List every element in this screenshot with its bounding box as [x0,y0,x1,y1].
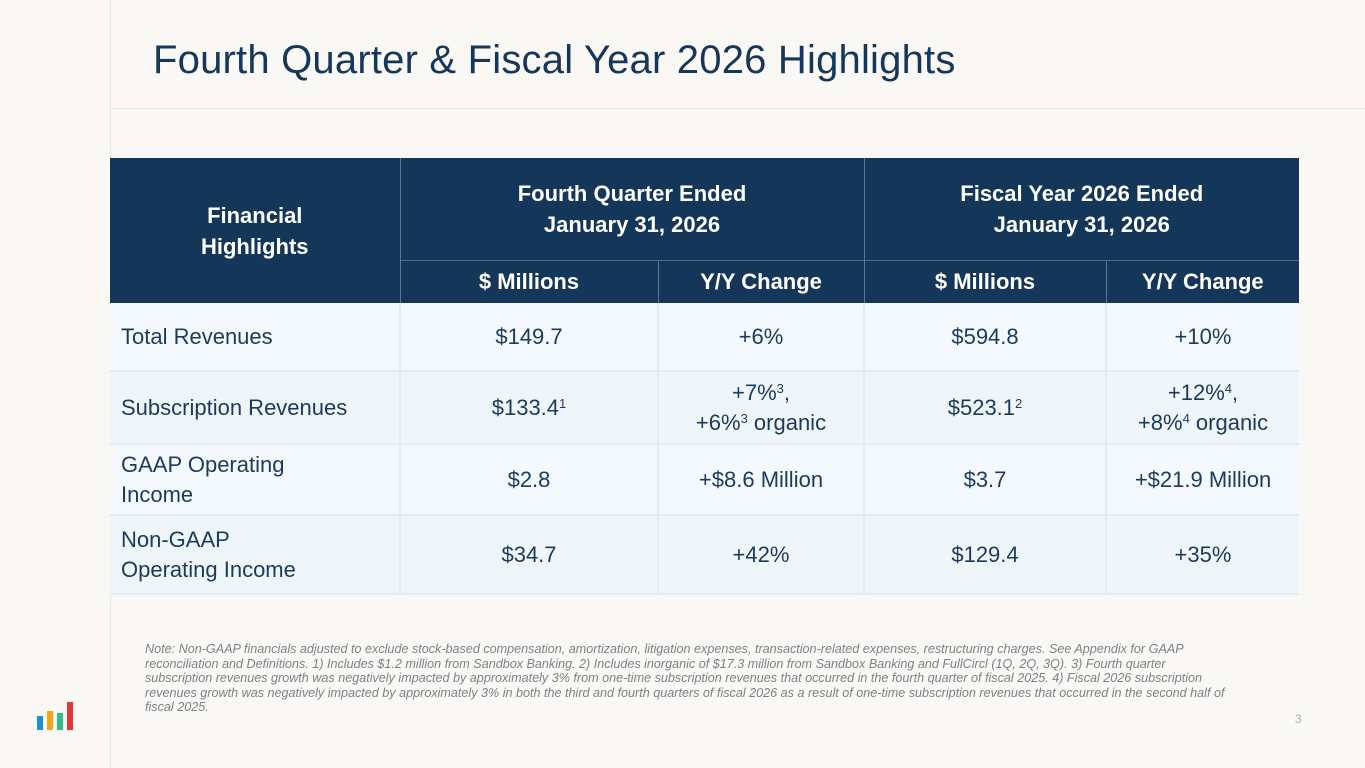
fourth-quarter-header-line1: Fourth Quarter Ended [517,181,747,206]
cell-q-change: +7%3, +6%3 organic [657,371,864,445]
sub-header-q-millions: $ Millions [399,260,658,303]
cell-q-change: +6% [657,303,864,372]
cell-fy-value: $523.12 [863,371,1106,445]
footnote-ref: 2 [1015,395,1023,411]
cell-fy-change: +35% [1105,515,1299,595]
fourth-quarter-header-line2: January 31, 2026 [543,212,721,237]
sub-header-fy-millions: $ Millions [863,260,1106,303]
fiscal-year-header: Fiscal Year 2026 Ended January 31, 2026 [863,158,1299,261]
logo-bar-red [67,702,73,730]
header-row: Financial Highlights Fourth Quarter Ende… [110,158,1299,303]
cell-fy-value: $129.4 [863,515,1106,595]
cell-fy-value: $594.8 [863,303,1106,372]
cell-q-value: $149.7 [399,303,658,372]
table-row: GAAP Operating Income $2.8 +$8.6 Million… [110,444,1299,516]
page-number: 3 [1295,712,1302,726]
corner-header: Financial Highlights [110,158,400,303]
footnote-ref: 4 [1224,380,1232,396]
sub-header-fy-change: Y/Y Change [1105,260,1299,303]
sub-header-q-change: Y/Y Change [657,260,864,303]
row-label-gaap-operating-income: GAAP Operating Income [110,444,400,516]
cell-q-value: $2.8 [399,444,658,516]
footnote-ref: 1 [559,395,567,411]
financial-highlights-table: Financial Highlights Fourth Quarter Ende… [110,158,1299,595]
table-row: Total Revenues $149.7 +6% $594.8 +10% [110,303,1299,372]
title-divider [110,108,1365,109]
cell-q-value: $133.41 [399,371,658,445]
footnote-ref: 3 [740,410,748,426]
table-row: Subscription Revenues $133.41 +7%3, +6%3… [110,371,1299,445]
cell-fy-change: +$21.9 Million [1105,444,1299,516]
logo-bar-green [57,713,63,730]
footnote-ref: 3 [776,380,784,396]
row-label-subscription-revenues: Subscription Revenues [110,371,400,445]
cell-fy-change: +12%4, +8%4 organic [1105,371,1299,445]
footnote-ref: 4 [1182,410,1190,426]
bar-chart-logo-icon [37,702,73,730]
cell-q-value: $34.7 [399,515,658,595]
fiscal-year-header-line1: Fiscal Year 2026 Ended [960,181,1204,206]
logo-bar-blue [37,716,43,730]
cell-q-change: +$8.6 Million [657,444,864,516]
cell-fy-value: $3.7 [863,444,1106,516]
logo-bar-yellow [47,711,53,730]
fourth-quarter-header: Fourth Quarter Ended January 31, 2026 [399,158,864,261]
row-label-non-gaap-operating-income: Non-GAAP Operating Income [110,515,400,595]
cell-fy-change: +10% [1105,303,1299,372]
footnote-text: Note: Non-GAAP financials adjusted to ex… [145,642,1225,715]
corner-header-line1: Financial [207,202,303,228]
row-label-total-revenues: Total Revenues [110,303,400,372]
cell-q-change: +42% [657,515,864,595]
fiscal-year-header-line2: January 31, 2026 [993,212,1170,237]
sub-header-row: $ Millions Y/Y Change $ Millions Y/Y Cha… [110,260,1299,303]
corner-header-line2: Highlights [200,233,309,259]
table-row: Non-GAAP Operating Income $34.7 +42% $12… [110,515,1299,595]
page-title: Fourth Quarter & Fiscal Year 2026 Highli… [153,38,956,82]
